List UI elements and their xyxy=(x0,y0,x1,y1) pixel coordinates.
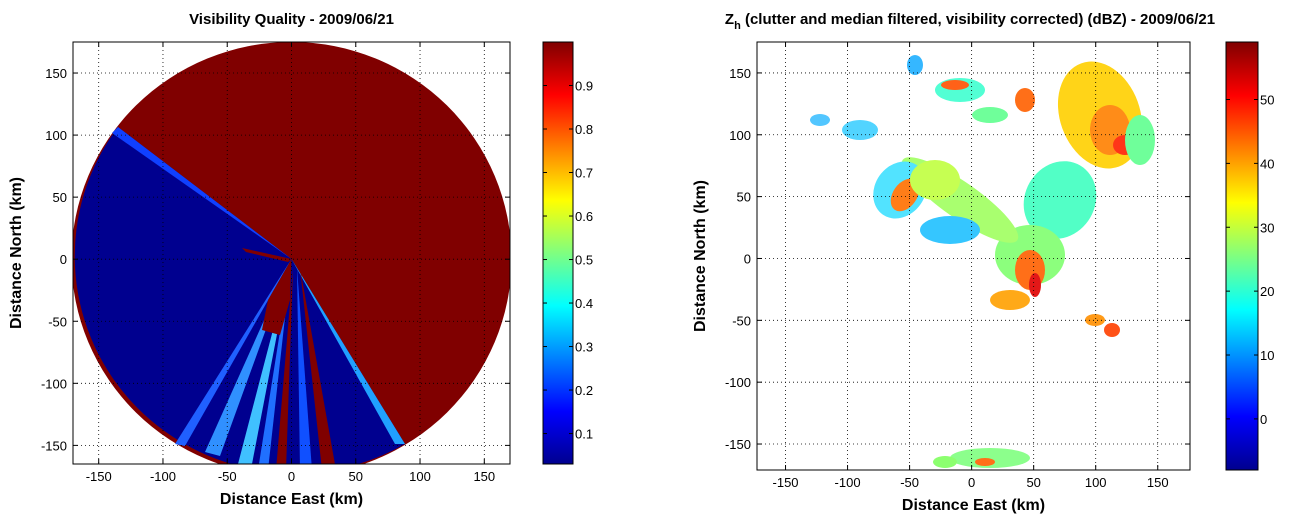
y-tick-label: -100 xyxy=(725,375,751,390)
colorbar-tick-label: 0.6 xyxy=(575,209,593,224)
y-tick-label: -100 xyxy=(41,376,67,391)
x-tick-label: 100 xyxy=(1085,475,1107,490)
x-tick-label: 50 xyxy=(1026,475,1040,490)
y-tick-label: 50 xyxy=(53,190,67,205)
y-tick-label: -50 xyxy=(732,313,751,328)
y-tick-label: 100 xyxy=(45,128,67,143)
colorbar-tick-label: 0.7 xyxy=(575,166,593,181)
y-tick-label: 150 xyxy=(45,66,67,81)
x-tick-label: -150 xyxy=(773,475,799,490)
x-tick-label: 0 xyxy=(288,469,295,484)
y-tick-label: 0 xyxy=(60,252,67,267)
y-tick-label: -50 xyxy=(48,314,67,329)
x-tick-label: -100 xyxy=(150,469,176,484)
colorbar-tick-label: 20 xyxy=(1260,284,1274,299)
y-tick-label: 100 xyxy=(729,128,751,143)
colorbar xyxy=(1226,42,1258,470)
title-symbol: Z xyxy=(725,11,734,28)
y-axis-label: Distance North (km) xyxy=(8,177,25,329)
x-axis-label: Distance East (km) xyxy=(220,491,363,508)
colorbar-tick-label: 50 xyxy=(1260,92,1274,107)
x-tick-label: 50 xyxy=(349,469,363,484)
y-axis-label: Distance North (km) xyxy=(692,180,709,332)
title-text: (clutter and median filtered, visibility… xyxy=(741,11,1215,28)
colorbar xyxy=(543,42,573,464)
colorbar-tick-label: 40 xyxy=(1260,156,1274,171)
y-tick-label: 0 xyxy=(744,251,751,266)
x-tick-label: 150 xyxy=(1147,475,1169,490)
colorbar-tick-label: 0.8 xyxy=(575,122,593,137)
x-tick-label: -100 xyxy=(835,475,861,490)
colorbar-tick-label: 0.5 xyxy=(575,253,593,268)
x-tick-label: -50 xyxy=(900,475,919,490)
page: -150-100-50050100150-150-100-50050100150… xyxy=(0,0,1307,527)
colorbar-tick-label: 10 xyxy=(1260,348,1274,363)
x-tick-label: 150 xyxy=(473,469,495,484)
y-tick-label: -150 xyxy=(725,437,751,452)
x-tick-label: -150 xyxy=(86,469,112,484)
colorbar-tick-label: 0.1 xyxy=(575,427,593,442)
colorbar-tick-label: 30 xyxy=(1260,220,1274,235)
colorbar-tick-label: 0.4 xyxy=(575,296,593,311)
figure: -150-100-50050100150-150-100-50050100150… xyxy=(0,0,1307,527)
chart-title: Visibility Quality - 2009/06/21 xyxy=(189,11,394,28)
x-tick-label: 100 xyxy=(409,469,431,484)
colorbar-tick-label: 0.9 xyxy=(575,79,593,94)
colorbar-tick-label: 0.3 xyxy=(575,340,593,355)
y-tick-label: 150 xyxy=(729,66,751,81)
colorbar-tick-label: 0.2 xyxy=(575,383,593,398)
colorbar-tick-label: 0 xyxy=(1260,412,1267,427)
x-tick-label: -50 xyxy=(218,469,237,484)
x-tick-label: 0 xyxy=(968,475,975,490)
x-axis-label: Distance East (km) xyxy=(902,497,1045,514)
y-tick-label: 50 xyxy=(737,190,751,205)
y-tick-label: -150 xyxy=(41,438,67,453)
